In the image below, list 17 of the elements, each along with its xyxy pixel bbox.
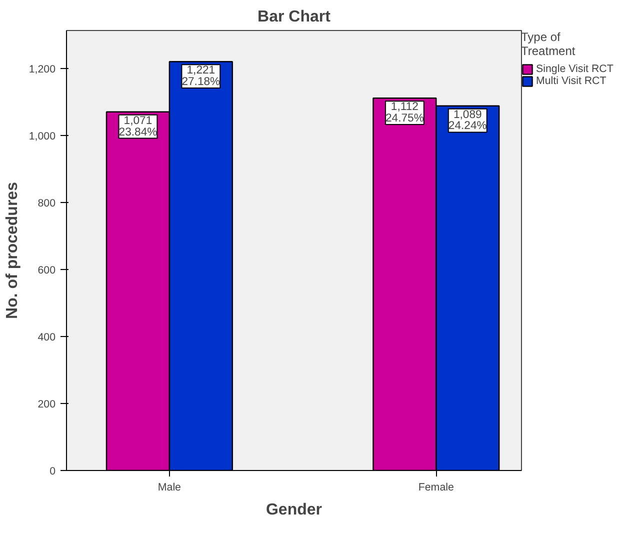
y-axis-title: No. of procedures [4,182,21,319]
y-tick-label: 1,000 [28,130,56,143]
legend-label: Single Visit RCT [536,63,614,75]
y-tick-label: 800 [38,198,56,210]
chart-title: Bar Chart [258,8,332,26]
y-tick-label: 200 [38,398,56,411]
x-tick-label: Male [158,482,182,494]
y-tick-label: 1,200 [28,64,56,76]
legend-title: Type of Treatment [521,30,576,58]
x-axis-title: Gender [266,502,322,518]
y-tick-label: 0 [50,466,56,478]
y-tick-label: 600 [38,264,56,277]
data-label: 1,112 24.75% [385,101,424,125]
x-tick-label: Female [418,482,454,494]
legend-label: Multi Visit RCT [536,75,606,87]
data-label: 1,089 24.24% [448,108,487,132]
y-tick-label: 400 [38,332,56,344]
